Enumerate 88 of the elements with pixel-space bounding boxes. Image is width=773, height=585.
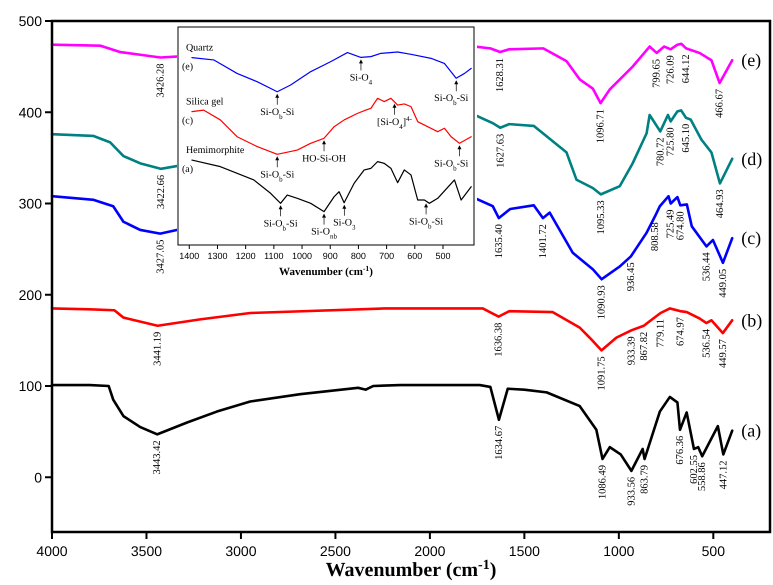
annotation: 1634.67 — [493, 426, 504, 460]
annotation: 674.80 — [674, 211, 686, 240]
series-label: (c) — [741, 228, 762, 248]
x-tick-label: 2500 — [320, 543, 352, 559]
annotation: 602.55 — [688, 454, 700, 484]
annotation: 726.09 — [665, 55, 676, 84]
annotation: Si-O$_{b}$-Si — [260, 106, 294, 121]
annotation: 449.05 — [717, 268, 728, 298]
x-tick-label: 500 — [435, 251, 451, 261]
series-label: (d) — [741, 148, 762, 169]
x-tick-label: 4000 — [36, 543, 68, 559]
annotation: 447.12 — [718, 460, 729, 490]
annotation: 799.65 — [651, 58, 662, 88]
x-tick-label: 500 — [702, 543, 726, 559]
annotation: Si-O$_{b}$-Si — [264, 218, 298, 232]
annotation: 1095.33 — [595, 200, 606, 234]
annotation: 644.12 — [680, 54, 692, 84]
annotation: 1401.72 — [537, 224, 548, 258]
x-tick-label: 1300 — [207, 251, 228, 261]
annotation: 536.44 — [700, 252, 712, 282]
annotation: 3441.19 — [152, 332, 164, 366]
annotation: 863.79 — [639, 465, 650, 494]
annotation: (e) — [182, 62, 194, 73]
series-label: Hemimorphite — [186, 145, 245, 156]
annotation: HO-Si-OH — [302, 153, 346, 164]
annotation: 1636.38 — [493, 322, 504, 357]
annotation: 3443.42 — [152, 440, 163, 474]
annotation: 464.93 — [714, 189, 726, 218]
annotation: 1096.71 — [595, 109, 606, 144]
annotation: [Si-O$_{4}$]$^{4-}$ — [377, 114, 413, 131]
annotation: 3426.28 — [154, 64, 166, 98]
annotation: 558.86 — [696, 462, 708, 492]
x-tick-label: 1000 — [603, 543, 635, 559]
y-tick-label: 300 — [18, 196, 42, 212]
x-tick-label: 1400 — [179, 251, 200, 261]
annotation: Si-O$_{4}$ — [350, 72, 373, 86]
annotation: 466.67 — [714, 89, 726, 118]
x-tick-label: 900 — [322, 251, 338, 261]
x-tick-label: 1200 — [236, 251, 256, 261]
series-label: (a) — [741, 420, 762, 441]
annotation: Si-O$_{b}$-Si — [434, 158, 468, 172]
annotation: 674.97 — [674, 317, 686, 346]
annotation: 1086.49 — [597, 465, 608, 500]
y-tick-label: 500 — [18, 13, 42, 29]
x-tick-label: 3000 — [225, 543, 257, 559]
annotation: Si-O$_{b}$-Si — [434, 93, 468, 108]
annotation: 676.36 — [674, 436, 686, 465]
annotation: 936.45 — [625, 262, 636, 292]
annotation: Si-O$_{b}$-Si — [409, 216, 444, 230]
x-tick-label: 700 — [379, 251, 394, 261]
x-tick-label: 3500 — [130, 543, 162, 559]
annotation: 780.72 — [654, 137, 666, 166]
y-tick-label: 0 — [34, 469, 42, 486]
annotation: 645.10 — [680, 124, 692, 153]
annotation: (c) — [182, 116, 194, 127]
annotation: 725.80 — [665, 127, 676, 156]
annotation: (a) — [182, 164, 194, 176]
annotation: 808.58 — [650, 222, 661, 252]
annotation: 933.56 — [626, 476, 637, 506]
annotation: 1627.63 — [494, 134, 506, 168]
x-axis-title: Wavenumber (cm$^{-1}$) — [326, 558, 496, 581]
series-label: (e) — [741, 50, 762, 70]
x-tick-label: 1000 — [292, 251, 312, 261]
y-tick-label: 200 — [18, 286, 42, 303]
x-tick-label: 2000 — [414, 543, 446, 559]
annotation: 1090.93 — [596, 285, 608, 320]
x-tick-label: 800 — [350, 251, 366, 261]
x-tick-label: 1100 — [264, 251, 284, 261]
annotation: 933.39 — [626, 336, 637, 366]
x-tick-label: 1500 — [508, 543, 540, 559]
y-tick-label: 400 — [18, 104, 42, 120]
x-tick-label: 600 — [407, 251, 422, 261]
annotation: 779.11 — [655, 319, 666, 348]
annotation: 1628.31 — [494, 58, 506, 92]
annotation: 867.82 — [638, 332, 650, 361]
series-label: Silica gel — [186, 96, 224, 108]
annotation: 449.57 — [717, 339, 728, 368]
x-axis-title: Wavenumber (cm$^{-1}$) — [279, 264, 374, 278]
annotation: Si-O$_{b}$-Si — [260, 169, 294, 184]
annotation: 3427.05 — [154, 240, 166, 274]
annotation: 3422.66 — [156, 174, 167, 209]
annotation: 536.54 — [700, 328, 712, 358]
series-label: (b) — [741, 310, 762, 330]
annotation: 725.49 — [665, 210, 676, 238]
series-label: Quartz — [186, 42, 214, 54]
y-tick-label: 100 — [18, 378, 42, 394]
annotation: 1635.40 — [493, 224, 504, 258]
annotation: 1091.75 — [596, 356, 608, 391]
